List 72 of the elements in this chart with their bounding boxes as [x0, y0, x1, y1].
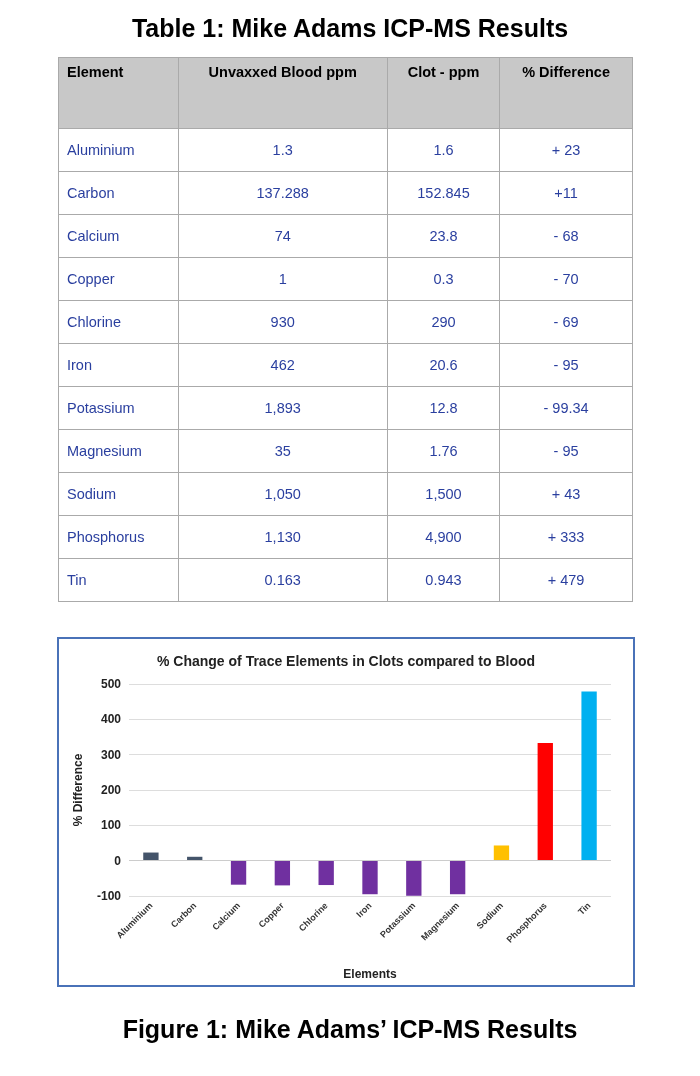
- bar: [449, 860, 466, 895]
- bar: [581, 691, 597, 861]
- y-tick-label: Phosphorus: [58, 515, 179, 559]
- data-label: + 333: [499, 515, 633, 559]
- x-tick-label: Tin: [576, 900, 593, 917]
- data-label: 1.3: [178, 128, 388, 172]
- bar: [230, 860, 247, 885]
- y-tick-label: Magnesium: [58, 429, 179, 473]
- data-label: 1: [178, 257, 388, 301]
- y-axis-title: % Difference: [71, 753, 85, 827]
- data-label: 1,893: [178, 386, 388, 430]
- y-tick-label: Copper: [58, 257, 179, 301]
- chart-title: % Change of Trace Elements in Clots compared to Blood: [156, 653, 536, 669]
- bar: [537, 743, 553, 861]
- data-label: 0.3: [387, 257, 500, 301]
- data-label: 930: [178, 300, 388, 344]
- data-label: 35: [178, 429, 388, 473]
- y-tick-label: Aluminium: [58, 128, 179, 172]
- y-tick-label: 300: [100, 747, 122, 762]
- data-label: - 70: [499, 257, 633, 301]
- data-label: + 23: [499, 128, 633, 172]
- y-tick-label: Iron: [58, 343, 179, 387]
- y-tick-label: 0: [114, 853, 122, 868]
- chart-title: Table 1: Mike Adams ICP-MS Results: [130, 14, 570, 43]
- y-tick-label: Sodium: [58, 472, 179, 516]
- x-axis-title: Elements: [343, 967, 397, 981]
- bar: [406, 860, 422, 896]
- data-label: 12.8: [387, 386, 500, 430]
- y-tick-label: 500: [100, 677, 122, 691]
- data-label: 0.163: [178, 558, 388, 602]
- data-label: + 43: [499, 472, 633, 516]
- y-tick-label: Chlorine: [58, 300, 179, 344]
- data-label: 1,500: [387, 472, 500, 516]
- data-label: 4,900: [387, 515, 500, 559]
- y-tick-label: Calcium: [58, 214, 179, 258]
- data-label: 74: [178, 214, 388, 258]
- bar: [362, 860, 378, 895]
- data-label: 1,130: [178, 515, 388, 559]
- data-label: 20.6: [387, 343, 500, 387]
- data-label: 1.76: [387, 429, 500, 473]
- bar: [493, 845, 510, 861]
- data-label: 0.943: [387, 558, 500, 602]
- data-label: - 69: [499, 300, 633, 344]
- data-label: 462: [178, 343, 388, 387]
- x-tick-label: Unvaxxed Blood ppm: [178, 57, 388, 129]
- bar: [318, 860, 334, 886]
- y-tick-label: Tin: [58, 558, 179, 602]
- y-tick-label: Potassium: [58, 386, 179, 430]
- y-tick-label: Carbon: [58, 171, 179, 215]
- data-label: 137.288: [178, 171, 388, 215]
- caption: Figure 1: Mike Adams’ ICP-MS Results: [121, 1015, 579, 1044]
- x-tick-label: Clot - ppm: [387, 57, 500, 129]
- x-axis-title: Element: [58, 57, 179, 129]
- data-label: 1.6: [387, 128, 500, 172]
- y-tick-label: 400: [100, 712, 122, 727]
- x-tick-label: % Difference: [499, 57, 633, 129]
- data-label: - 95: [499, 429, 633, 473]
- data-label: 152.845: [387, 171, 500, 215]
- data-label: 23.8: [387, 214, 500, 258]
- data-label: 290: [387, 300, 500, 344]
- data-label: +11: [499, 171, 633, 215]
- data-label: 1,050: [178, 472, 388, 516]
- data-label: - 95: [499, 343, 633, 387]
- x-tick-label: Iron: [354, 900, 374, 920]
- bar: [143, 852, 159, 861]
- data-label: - 68: [499, 214, 633, 258]
- data-label: - 99.34: [499, 386, 633, 430]
- data-label: + 479: [499, 558, 633, 602]
- y-tick-label: -100: [96, 889, 122, 903]
- bar: [274, 860, 291, 886]
- y-tick-label: 200: [100, 783, 122, 797]
- y-tick-label: 100: [100, 818, 122, 833]
